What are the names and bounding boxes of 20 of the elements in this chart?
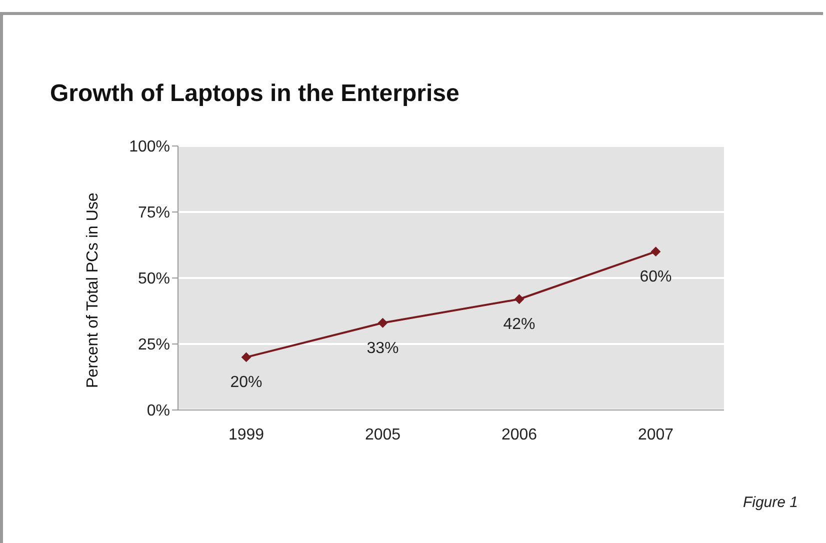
x-tick-label: 2006 (501, 426, 538, 444)
point (241, 352, 252, 362)
point (378, 318, 388, 328)
y-axis-title: Percent of Total PCs in Use (84, 192, 102, 388)
point (514, 294, 524, 304)
x-tick-label: 1999 (228, 426, 264, 444)
point (650, 246, 661, 257)
x-tick-label: 2005 (364, 426, 401, 444)
data-label: 20% (230, 374, 262, 392)
data-label: 60% (640, 268, 672, 286)
data-label: 33% (366, 340, 399, 357)
y-tick-label: 50% (138, 270, 170, 288)
caption: Figure 1 (742, 494, 798, 511)
data-label: 42% (503, 316, 536, 334)
y-tick-label: 100% (129, 138, 170, 156)
y-tick-label: 0% (146, 402, 170, 420)
chart-title: Growth of Laptops in the Enterprise (50, 80, 460, 108)
y-tick-label: 25% (138, 336, 170, 354)
y-tick-label: 75% (138, 204, 170, 222)
x-tick-label: 2007 (638, 426, 674, 444)
